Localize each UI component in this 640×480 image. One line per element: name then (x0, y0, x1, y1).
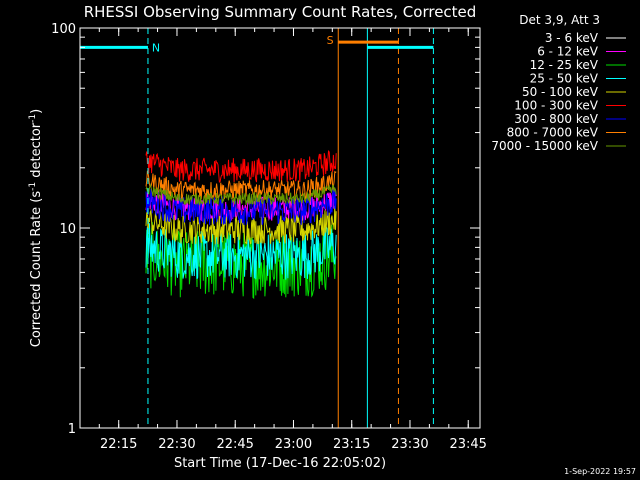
legend-label-2: 6 - 12 keV (537, 45, 599, 59)
timestamp: 1-Sep-2022 19:57 (564, 467, 636, 476)
legend-header: Det 3,9, Att 3 (519, 13, 600, 27)
x-tick-label-6: 23:30 (391, 437, 428, 452)
series-line-4 (145, 223, 337, 280)
legend-label-7: 300 - 800 keV (514, 112, 598, 126)
night-label: N (152, 41, 160, 54)
y-tick-label-3: 100 (51, 22, 76, 37)
series-line-1 (145, 90, 337, 129)
x-tick-label-1: 22:15 (100, 437, 137, 452)
legend-label-4: 25 - 50 keV (530, 72, 599, 86)
legend-label-8: 800 - 7000 keV (507, 126, 599, 140)
axis-ticks: 22:15 22:30 22:45 23:00 23:15 23:30 23:45 1 10 10… (51, 22, 487, 452)
legend-label-9: 7000 - 15000 keV (491, 139, 598, 153)
saa-label: S (327, 34, 334, 47)
series-line-7 (145, 187, 337, 226)
legend-label-1: 3 - 6 keV (545, 31, 599, 45)
series-line-9 (145, 183, 337, 206)
chart-title: RHESSI Observing Summary Count Rates, Co… (84, 3, 477, 21)
series-line-8 (145, 170, 337, 201)
y-tick-label-1: 1 (68, 422, 76, 437)
legend-label-6: 100 - 300 keV (514, 99, 598, 113)
x-tick-label-4: 23:00 (275, 437, 312, 452)
y-tick-label-2: 10 (59, 222, 76, 237)
series-line-6 (145, 149, 337, 183)
x-tick-label-5: 23:15 (333, 437, 370, 452)
y-axis-label: Corrected Count Rate (s-1 detector-1) (28, 109, 44, 347)
x-tick-label-2: 22:30 (158, 437, 195, 452)
legend-label-5: 50 - 100 keV (522, 85, 599, 99)
legend-label-3: 12 - 25 keV (530, 58, 599, 72)
x-axis-label: Start Time (17-Dec-16 22:05:02) (174, 456, 386, 471)
x-tick-label-3: 22:45 (216, 437, 253, 452)
series-group (145, 90, 337, 300)
x-tick-label-7: 23:45 (449, 437, 486, 452)
